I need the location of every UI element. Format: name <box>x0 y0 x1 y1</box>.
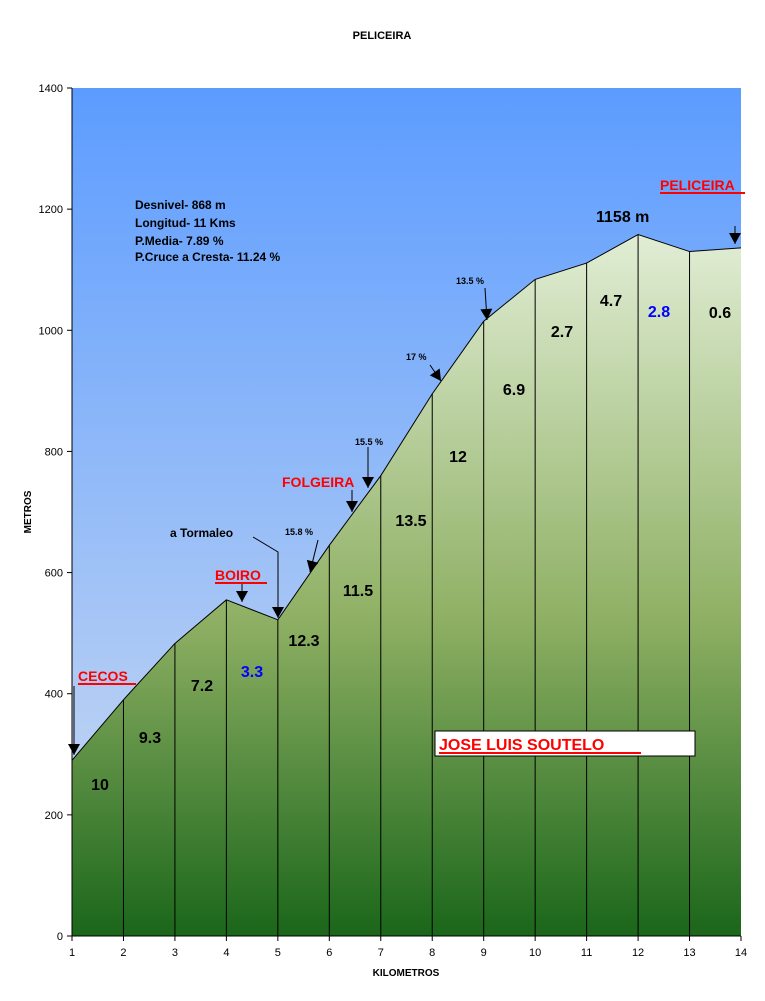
arrow-head-icon <box>272 607 284 618</box>
place-peliceira: PELICEIRA <box>660 177 735 193</box>
arrow-head-icon <box>480 308 493 320</box>
x-tick-label: 5 <box>275 947 281 959</box>
segment-gradient-label: 3.3 <box>241 664 263 681</box>
segment-gradient-label: 2.8 <box>648 304 670 321</box>
x-tick-label: 6 <box>326 947 332 959</box>
elevation-area <box>72 234 741 936</box>
y-tick-label: 1200 <box>39 204 63 216</box>
author-box: JOSE LUIS SOUTELO <box>434 730 696 757</box>
y-tick-label: 400 <box>45 689 63 701</box>
y-tick-label: 800 <box>45 446 63 458</box>
elevation-line <box>71 234 742 761</box>
info-longitud: Longitud- 11 Kms <box>135 216 236 230</box>
segment-gradient-label: 13.5 <box>395 513 426 530</box>
segment-gradient-label: 2.7 <box>551 324 573 341</box>
info-media: P.Media- 7.89 % <box>135 234 224 248</box>
author-name: JOSE LUIS SOUTELO <box>439 737 604 754</box>
arrow-head-icon <box>729 233 741 244</box>
segment-gradient-label: 12 <box>449 449 467 466</box>
arrow-head-icon <box>429 368 441 381</box>
x-tick-label: 3 <box>172 947 178 959</box>
chart-title: PELICEIRA <box>353 30 412 42</box>
x-tick-label: 7 <box>378 947 384 959</box>
x-tick-label: 8 <box>429 947 435 959</box>
y-axis-label: METROS <box>23 490 34 533</box>
arrow-head-icon <box>362 477 374 488</box>
annotation-grade-15-8: 15.8 % <box>285 527 313 537</box>
segment-gradient-label: 0.6 <box>709 305 731 322</box>
segment-gradient-label: 4.7 <box>600 293 622 310</box>
x-tick-label: 1 <box>69 947 75 959</box>
x-axis-label: KILOMETROS <box>373 968 440 979</box>
annotation-grade-17: 17 % <box>406 352 427 362</box>
x-tick-label: 14 <box>735 947 747 959</box>
arrow-head-icon <box>236 591 248 602</box>
annotation-grade-15-5: 15.5 % <box>355 437 383 447</box>
place-boiro: BOIRO <box>215 567 261 583</box>
x-tick-label: 13 <box>683 947 695 959</box>
x-tick-label: 2 <box>120 947 126 959</box>
segment-gradient-label: 11.5 <box>343 583 373 600</box>
annotation-summit: 1158 m <box>596 209 649 226</box>
x-tick-label: 9 <box>481 947 487 959</box>
y-tick-label: 600 <box>45 568 63 580</box>
arrow-head-icon <box>346 501 358 512</box>
x-tick-label: 11 <box>581 947 592 959</box>
arrow-head-icon <box>306 559 319 572</box>
annotation-tormaleo: a Tormaleo <box>170 526 233 540</box>
segment-gradient-label: 7.2 <box>191 678 213 695</box>
place-cecos: CECOS <box>78 668 128 684</box>
segment-gradient-label: 6.9 <box>503 382 525 399</box>
place-folgeira: FOLGEIRA <box>282 474 354 490</box>
info-desnivel: Desnivel- 868 m <box>135 198 226 212</box>
x-tick-label: 4 <box>223 947 229 959</box>
info-cresta: P.Cruce a Cresta- 11.24 % <box>135 250 281 264</box>
segment-gradient-label: 12.3 <box>288 633 319 650</box>
y-tick-label: 1400 <box>39 83 63 95</box>
y-tick-label: 0 <box>57 931 63 943</box>
info-box: Desnivel- 868 m Longitud- 11 Kms P.Media… <box>135 198 281 264</box>
arrow-head-icon <box>68 744 80 755</box>
y-tick-label: 1000 <box>39 325 63 337</box>
arrow-line <box>252 536 279 618</box>
x-tick-label: 12 <box>632 947 644 959</box>
x-tick-label: 10 <box>529 947 541 959</box>
segment-gradient-label: 9.3 <box>139 730 161 747</box>
segment-gradient-label: 10 <box>91 777 109 794</box>
annotations: CECOS BOIRO FOLGEIRA PELICEIRA a Tormale… <box>78 177 745 685</box>
annotation-grade-13-5: 13.5 % <box>456 276 484 286</box>
y-tick-label: 200 <box>45 810 63 822</box>
